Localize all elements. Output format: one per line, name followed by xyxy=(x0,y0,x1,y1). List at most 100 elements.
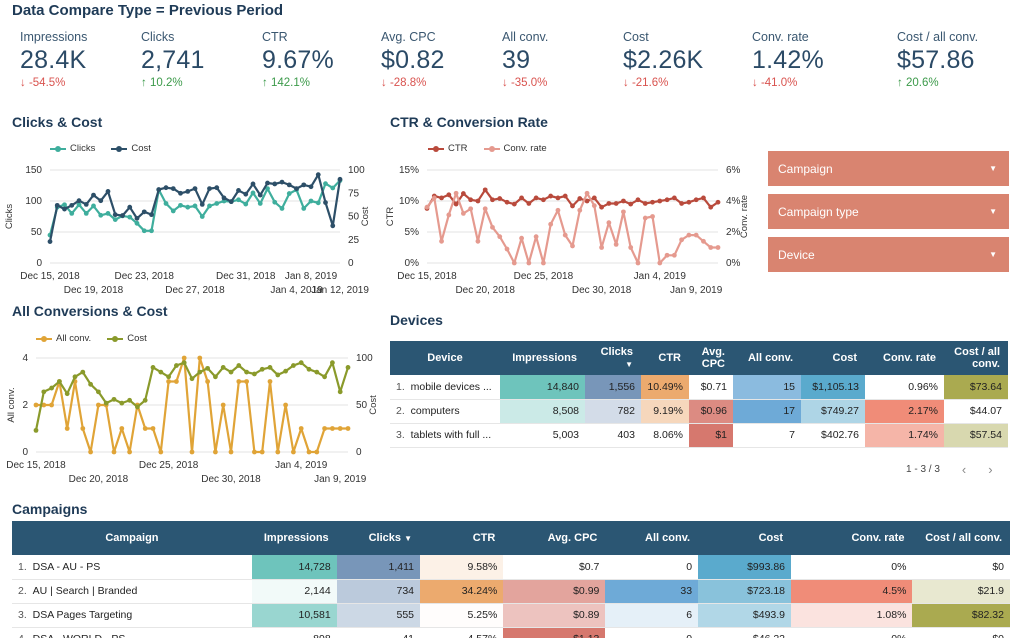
data-point[interactable] xyxy=(62,202,67,208)
data-point[interactable] xyxy=(301,182,307,188)
data-point[interactable] xyxy=(337,389,343,395)
data-point[interactable] xyxy=(163,185,169,191)
data-point[interactable] xyxy=(33,402,39,408)
column-header-conv-rate[interactable]: Conv. rate xyxy=(791,521,913,555)
data-point[interactable] xyxy=(599,245,604,250)
data-point[interactable] xyxy=(214,201,220,206)
data-point[interactable] xyxy=(150,365,156,370)
data-point[interactable] xyxy=(439,238,444,244)
data-point[interactable] xyxy=(460,211,466,216)
data-point[interactable] xyxy=(252,449,257,455)
clicks-cost-legend[interactable]: Clicks Cost xyxy=(50,143,151,154)
data-point[interactable] xyxy=(279,179,285,185)
data-point[interactable] xyxy=(323,181,328,187)
data-point[interactable] xyxy=(613,242,619,247)
data-point[interactable] xyxy=(134,220,140,226)
data-point[interactable] xyxy=(621,209,626,215)
data-point[interactable] xyxy=(49,385,54,391)
data-point[interactable] xyxy=(330,426,335,431)
data-point[interactable] xyxy=(541,260,546,266)
data-point[interactable] xyxy=(330,360,335,366)
data-point[interactable] xyxy=(259,366,265,372)
data-point[interactable] xyxy=(330,185,336,191)
data-point[interactable] xyxy=(504,246,510,252)
data-point[interactable] xyxy=(98,212,104,218)
data-point[interactable] xyxy=(708,245,714,250)
data-point[interactable] xyxy=(337,176,343,182)
data-point[interactable] xyxy=(243,201,249,207)
data-point[interactable] xyxy=(504,199,510,205)
data-point[interactable] xyxy=(613,201,619,206)
data-point[interactable] xyxy=(214,185,220,191)
data-point[interactable] xyxy=(446,212,452,218)
data-point[interactable] xyxy=(599,204,604,210)
data-point[interactable] xyxy=(315,200,321,206)
data-point[interactable] xyxy=(236,197,241,203)
data-point[interactable] xyxy=(185,204,191,210)
data-point[interactable] xyxy=(91,203,96,209)
column-header-clicks[interactable]: Clicks ▼ xyxy=(585,341,641,375)
data-point[interactable] xyxy=(701,238,706,244)
data-point[interactable] xyxy=(250,181,256,187)
data-point[interactable] xyxy=(257,201,263,206)
data-point[interactable] xyxy=(708,204,714,210)
data-point[interactable] xyxy=(76,202,82,208)
column-header-all-conv-[interactable]: All conv. xyxy=(733,341,801,375)
data-point[interactable] xyxy=(170,186,176,191)
table-row[interactable]: 3. tablets with full ... 5,003 403 8.06% $1 7… xyxy=(390,423,1008,448)
data-point[interactable] xyxy=(298,360,304,366)
data-point[interactable] xyxy=(41,402,47,408)
clicks-cost-chart[interactable]: 0 50 100 150 0 25 50 75 100 Clicks Cost Dec 15, 201… xyxy=(0,158,375,298)
data-point[interactable] xyxy=(606,201,612,206)
data-point[interactable] xyxy=(671,252,677,258)
data-point[interactable] xyxy=(439,195,444,201)
column-header-device[interactable]: Device xyxy=(390,341,500,375)
table-row[interactable]: 4. DSA - WORLD - PS898414.57%$1.130$46.2… xyxy=(12,627,1010,638)
data-point[interactable] xyxy=(158,369,164,375)
data-point[interactable] xyxy=(511,201,517,207)
data-point[interactable] xyxy=(475,238,481,244)
data-point[interactable] xyxy=(330,223,336,229)
data-point[interactable] xyxy=(192,203,198,209)
data-point[interactable] xyxy=(178,202,183,208)
data-point[interactable] xyxy=(490,224,495,230)
data-point[interactable] xyxy=(149,228,154,234)
data-point[interactable] xyxy=(236,363,242,368)
data-point[interactable] xyxy=(189,449,195,455)
data-point[interactable] xyxy=(62,206,67,212)
data-point[interactable] xyxy=(664,197,670,203)
data-point[interactable] xyxy=(453,201,459,207)
data-point[interactable] xyxy=(693,197,699,203)
column-header-ctr[interactable]: CTR xyxy=(420,521,504,555)
column-header-ctr[interactable]: CTR xyxy=(641,341,689,375)
data-point[interactable] xyxy=(679,201,685,206)
data-point[interactable] xyxy=(315,172,321,178)
data-point[interactable] xyxy=(252,371,257,377)
data-point[interactable] xyxy=(308,198,314,204)
data-point[interactable] xyxy=(181,355,187,361)
data-point[interactable] xyxy=(570,203,575,209)
allconv-cost-legend[interactable]: All conv. Cost xyxy=(36,333,147,344)
data-point[interactable] xyxy=(33,427,39,433)
data-point[interactable] xyxy=(76,198,82,204)
data-point[interactable] xyxy=(555,195,561,201)
data-point[interactable] xyxy=(577,196,583,201)
data-point[interactable] xyxy=(69,211,75,216)
data-point[interactable] xyxy=(120,213,125,218)
data-point[interactable] xyxy=(141,228,147,234)
column-header-cost-all-conv-[interactable]: Cost / all conv. xyxy=(944,341,1008,375)
data-point[interactable] xyxy=(213,374,218,380)
data-point[interactable] xyxy=(301,206,307,211)
data-point[interactable] xyxy=(163,201,169,206)
data-point[interactable] xyxy=(228,199,234,205)
data-point[interactable] xyxy=(197,355,203,361)
table-row[interactable]: 1. mobile devices ... 14,840 1,556 10.49% $0… xyxy=(390,375,1008,400)
data-point[interactable] xyxy=(83,202,89,207)
data-point[interactable] xyxy=(199,214,205,219)
data-point[interactable] xyxy=(308,184,314,190)
data-point[interactable] xyxy=(197,369,203,375)
data-point[interactable] xyxy=(584,198,590,204)
data-point[interactable] xyxy=(283,368,288,374)
allconv-cost-chart[interactable]: 0 2 4 0 50 100 All conv. Cost Dec 15, 2018 Dec 25… xyxy=(0,348,380,488)
data-point[interactable] xyxy=(158,449,164,455)
